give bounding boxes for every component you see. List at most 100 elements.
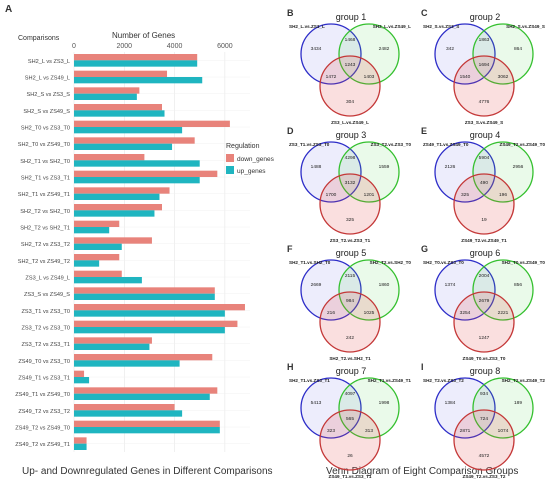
venn-count-b: 2956 — [513, 164, 524, 170]
venn-count-b: 856 — [514, 282, 522, 288]
panel-label-a: A — [5, 4, 12, 15]
venn-count-ab: 1863 — [479, 37, 490, 43]
venn-title: group 7 — [336, 366, 367, 376]
venn-circle-2 — [472, 259, 534, 321]
bar-up_genes — [74, 293, 215, 300]
venn-circle-1 — [434, 377, 496, 439]
bar-up_genes — [74, 227, 110, 234]
venn-count-bc: 1025 — [364, 310, 375, 316]
venn-count-a: 1374 — [445, 282, 456, 288]
bar-down_genes — [74, 54, 198, 61]
venn-count-bc: 196 — [499, 192, 507, 198]
bar-down_genes — [74, 220, 120, 227]
bar-down_genes — [74, 154, 145, 161]
venn-circle-2 — [338, 23, 400, 85]
venn-circle-2 — [338, 259, 400, 321]
bar-down_genes — [74, 270, 122, 277]
venn-circle-1 — [300, 23, 362, 85]
venn-set-label-2: SH2_S.vs.ZS49_S — [506, 24, 545, 29]
y-tick-label: SH2_T2 vs ZS49_T2 — [18, 259, 70, 265]
venn-count-c: 304 — [346, 99, 354, 105]
bar-up_genes — [74, 143, 173, 150]
venn-set-label-2: SH2_T1.vs.ZS49_T1 — [368, 378, 412, 383]
y-tick-label: SH2_T1 vs ZS3_T1 — [21, 176, 70, 182]
venn-set-label-1: SH2_S.vs.ZS3_S — [423, 24, 459, 29]
venn-count-c: 4776 — [479, 99, 490, 105]
venn-count-ac: 323 — [327, 428, 335, 434]
bar-up_genes — [74, 377, 90, 384]
venn-circle-3 — [319, 409, 381, 471]
bar-up_genes — [74, 243, 122, 250]
y-tick-label: SH2_T1 vs ZS49_T1 — [18, 192, 70, 198]
venn-count-abc: 1243 — [345, 62, 356, 68]
bar-up_genes — [74, 160, 200, 167]
venn-panel-letter: D — [287, 126, 294, 136]
y-tick-label: SH2_T0 vs ZS49_T0 — [18, 142, 70, 148]
y-tick-label: ZS3_T2 vs ZS3_T1 — [22, 342, 71, 348]
venn-circle-3 — [453, 55, 515, 117]
y-tick-label: ZS3_L vs ZS49_L — [25, 276, 70, 282]
venn-panel-letter: C — [421, 8, 428, 18]
venn-circle-3 — [453, 409, 515, 471]
venn-set-label-1: ZS3_T1.vs.ZS3_T0 — [289, 142, 330, 147]
venn-count-ab: 1468 — [345, 37, 356, 43]
venn-count-a: 1488 — [311, 164, 322, 170]
bar-down_genes — [74, 120, 230, 127]
y-axis-title: Comparisons — [18, 35, 60, 42]
venn-count-c: 1247 — [479, 335, 490, 341]
venn-count-abc: 984 — [346, 298, 354, 304]
venn-panel-letter: G — [421, 244, 428, 254]
venn-count-ab: 2115 — [345, 273, 356, 279]
venn-circle-1 — [434, 259, 496, 321]
venn-count-a: 1384 — [445, 400, 456, 406]
bar-down_genes — [74, 187, 170, 194]
bar-up_genes — [74, 327, 225, 334]
venn-count-b: 1998 — [379, 400, 390, 406]
venn-count-b: 189 — [514, 400, 522, 406]
venn-panel-letter: I — [421, 362, 424, 372]
bar-down_genes — [74, 370, 85, 377]
venn-count-c: 4572 — [479, 453, 490, 459]
venn-count-bc: 1201 — [364, 192, 375, 198]
venn-set-label-2: SH2_T2.vs.SH2_T0 — [370, 260, 412, 265]
x-tick-label: 4000 — [167, 43, 183, 50]
plot-background — [74, 52, 250, 452]
venn-set-label-1: SH2_T1.vs.SH2_T0 — [289, 260, 331, 265]
venn-set-label-2: SH2_T0.vs.ZS49_T0 — [502, 260, 546, 265]
venn-title: group 3 — [336, 130, 367, 140]
venn-set-label-1: ZS49_T1.vs.ZS49_T0 — [423, 142, 469, 147]
y-tick-label: ZS3_T1 vs ZS3_T0 — [22, 309, 71, 315]
bar-down_genes — [74, 237, 152, 244]
venn-count-ab: 4298 — [345, 155, 356, 161]
venn-circle-3 — [453, 173, 515, 235]
bar-down_genes — [74, 387, 218, 394]
y-tick-label: SH2_T2 vs SH2_T0 — [20, 209, 70, 215]
bar-up_genes — [74, 310, 225, 317]
venn-title: group 5 — [336, 248, 367, 258]
venn-count-ac: 216 — [327, 310, 335, 316]
venn-count-a: 2126 — [445, 164, 456, 170]
venn-count-ac: 1700 — [326, 192, 337, 198]
venn-set-label-1: SH2_T1.vs.ZS3_T1 — [289, 378, 330, 383]
bar-chart: A Number of Genes Comparisons 0 2000 4000 6000… — [5, 4, 275, 452]
venn-count-bc: 1074 — [498, 428, 509, 434]
venn-count-ac: 1472 — [326, 74, 337, 80]
bar-down_genes — [74, 404, 175, 411]
bar-up_genes — [74, 360, 180, 367]
venn-set-label-3: SH2_T2.vs.SH2_T1 — [329, 356, 371, 361]
venn-circle-2 — [338, 377, 400, 439]
venn-title: group 4 — [470, 130, 501, 140]
venn-count-abc: 2679 — [479, 298, 490, 304]
venn-count-bc: 3062 — [498, 74, 509, 80]
venn-count-ab: 2004 — [479, 273, 490, 279]
venn-count-bc: 1403 — [364, 74, 375, 80]
y-tick-label: ZS3_S vs ZS49_S — [24, 292, 70, 298]
x-tick-label: 0 — [72, 43, 76, 50]
bar-up_genes — [74, 393, 210, 400]
venn-count-b: 2482 — [379, 46, 390, 52]
bar-down_genes — [74, 254, 120, 261]
y-tick-label: SH2_S vs ZS3_S — [26, 92, 70, 98]
